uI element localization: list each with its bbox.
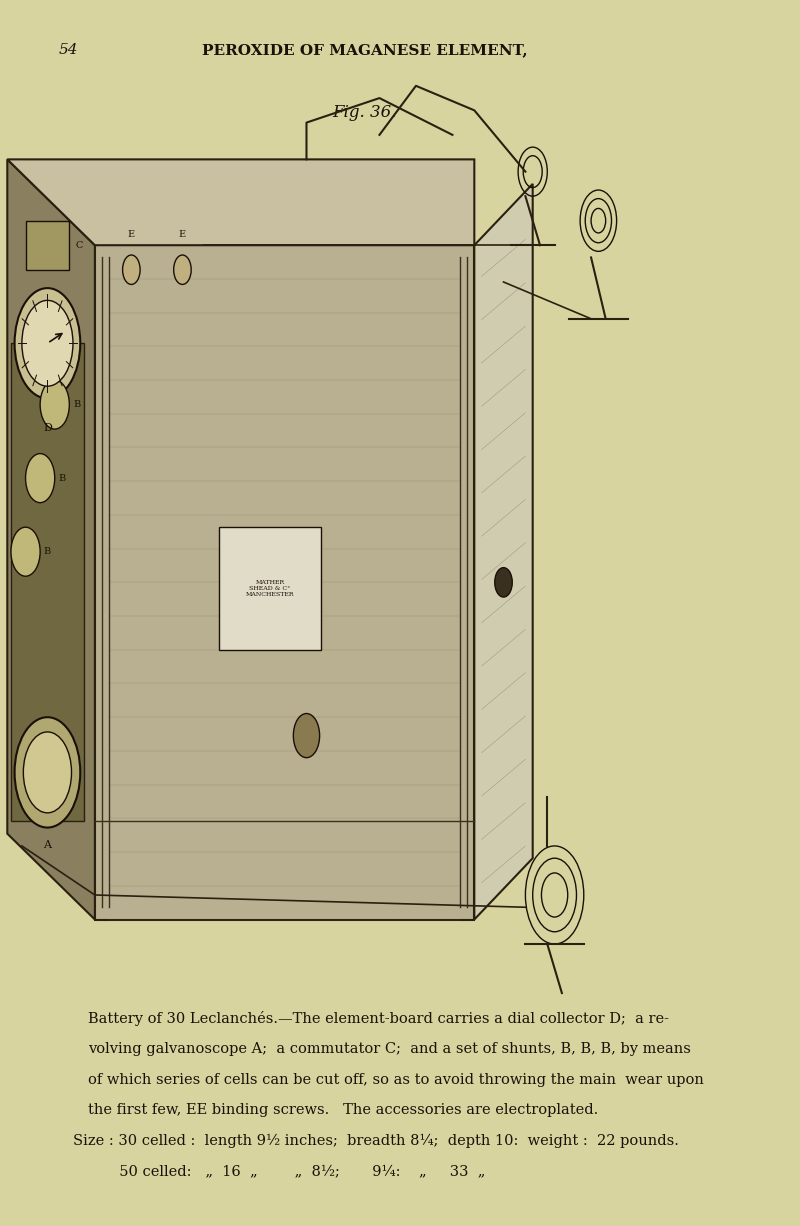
Text: D: D [43, 423, 52, 433]
Circle shape [494, 568, 512, 597]
Text: E: E [179, 230, 186, 239]
Text: the first few, EE binding screws.   The accessories are electroplated.: the first few, EE binding screws. The ac… [87, 1103, 598, 1117]
Circle shape [40, 380, 70, 429]
Bar [95, 245, 474, 920]
Bar [73, 135, 657, 981]
Text: Fig. 36.: Fig. 36. [333, 104, 397, 121]
Text: Size : 30 celled :  length 9½ inches;  breadth 8¼;  depth 10:  weight :  22 poun: Size : 30 celled : length 9½ inches; bre… [73, 1134, 679, 1149]
Text: B: B [44, 547, 51, 557]
Text: volving galvanoscope A;  a commutator C;  and a set of shunts, B, B, B, by means: volving galvanoscope A; a commutator C; … [87, 1042, 690, 1056]
Text: 50 celled:   „  16  „        „  8½;       9¼:    „     33  „: 50 celled: „ 16 „ „ 8½; 9¼: „ 33 „ [73, 1165, 486, 1178]
Text: B: B [73, 400, 80, 409]
Text: MATHER
SHEAD & C°
MANCHESTER: MATHER SHEAD & C° MANCHESTER [246, 580, 294, 597]
Polygon shape [7, 159, 474, 245]
Polygon shape [474, 184, 533, 920]
Circle shape [26, 454, 54, 503]
Bar [219, 527, 321, 650]
Polygon shape [7, 159, 95, 920]
Circle shape [294, 714, 320, 758]
Text: of which series of cells can be cut off, so as to avoid throwing the main  wear : of which series of cells can be cut off,… [87, 1073, 703, 1086]
Circle shape [23, 732, 71, 813]
Circle shape [14, 717, 80, 828]
Text: E: E [128, 230, 135, 239]
Text: B: B [58, 473, 66, 483]
Circle shape [22, 300, 73, 386]
Text: A: A [43, 840, 51, 850]
Bar [11, 343, 84, 821]
Bar [26, 221, 70, 270]
Text: Battery of 30 Leclanchés.—The element-board carries a dial collector D;  a re-: Battery of 30 Leclanchés.—The element-bo… [87, 1011, 669, 1026]
Circle shape [174, 255, 191, 284]
Text: PEROXIDE OF MAGANESE ELEMENT,: PEROXIDE OF MAGANESE ELEMENT, [202, 43, 528, 56]
Circle shape [11, 527, 40, 576]
Text: 54: 54 [58, 43, 78, 56]
Text: C: C [75, 240, 82, 250]
Circle shape [14, 288, 80, 398]
Circle shape [122, 255, 140, 284]
